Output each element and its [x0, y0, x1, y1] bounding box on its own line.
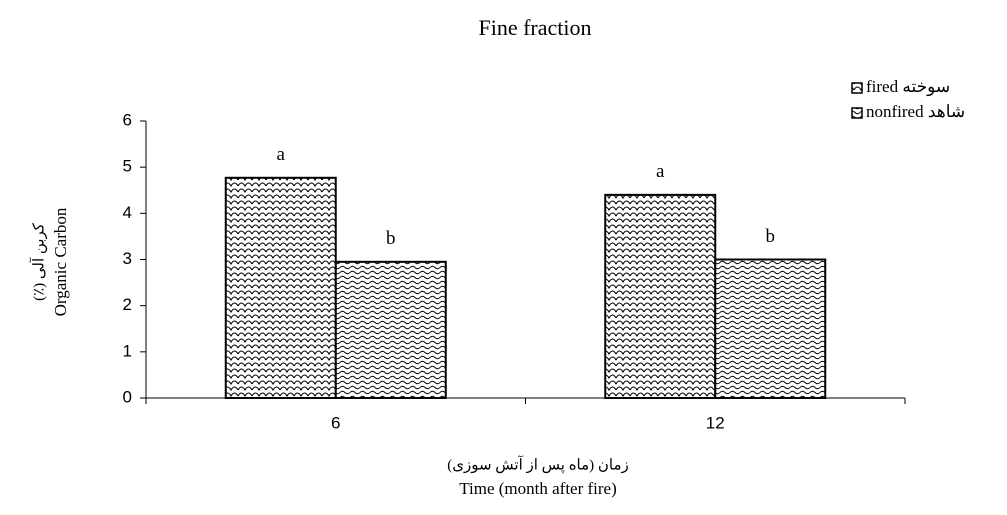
y-axis-label: کربن آلی (٪)	[29, 222, 47, 301]
bar-annotation: b	[766, 226, 776, 247]
x-tick-label: 6	[331, 413, 340, 432]
x-axis-label: زمان (ماه پس از آتش سوزی)	[447, 455, 629, 473]
y-tick-label: 2	[123, 295, 132, 314]
y-tick-label: 1	[123, 341, 132, 360]
y-tick-label: 0	[123, 387, 132, 406]
y-tick-label: 3	[123, 249, 132, 268]
legend-swatch	[851, 107, 863, 119]
y-axis-label: Organic Carbon	[51, 207, 70, 316]
legend-label: nonfired شاهد	[866, 102, 965, 121]
bar-annotation: a	[277, 144, 286, 165]
bar-annotation: b	[386, 228, 396, 249]
legend-swatch	[851, 82, 863, 94]
bar-annotation: a	[656, 161, 665, 182]
bar	[224, 176, 337, 399]
x-tick-label: 12	[706, 413, 725, 432]
y-tick-label: 6	[123, 110, 132, 129]
chart-title: Fine fraction	[478, 15, 591, 40]
bar	[604, 193, 717, 399]
legend-label: fired سوخته	[866, 77, 950, 97]
y-tick-label: 5	[123, 157, 132, 176]
y-tick-label: 4	[123, 203, 132, 222]
x-axis-label: Time (month after fire)	[459, 479, 617, 498]
bar	[334, 260, 447, 399]
bar	[714, 258, 827, 399]
